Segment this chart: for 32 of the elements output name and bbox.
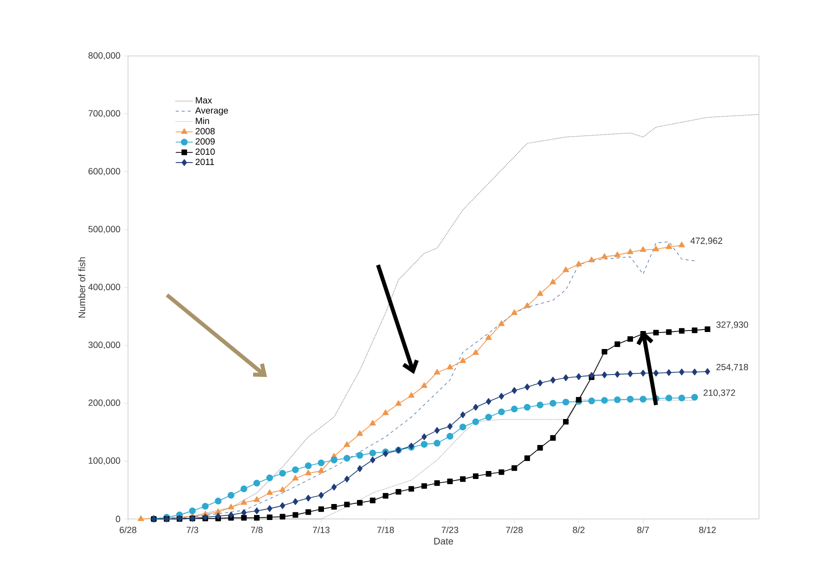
y-tick-label: 400,000 [88,284,120,292]
y-axis-title: Number of fish [78,257,86,318]
x-tick-label: 8/7 [637,526,649,534]
x-tick-label: 7/23 [442,526,458,534]
legend-label: Average [195,107,228,116]
legend-label: 2008 [196,128,215,134]
x-tick-label: 7/13 [312,526,330,534]
legend-label: 2009 [196,138,215,145]
y-tick-label: 0 [116,516,120,522]
x-axis-title: Date [434,538,454,545]
y-tick-label: 700,000 [88,110,120,118]
x-tick-label: 8/12 [699,526,716,534]
annotation: 254,718 [716,364,748,372]
x-tick-label: 7/3 [186,526,198,534]
x-tick-label: 8/2 [572,526,584,534]
legend-label: 2010 [196,148,215,155]
y-tick-label: 100,000 [88,457,120,465]
y-tick-label: 800,000 [88,52,120,60]
x-tick-label: 7/18 [377,526,394,534]
x-tick-label: 7/28 [506,526,523,534]
legend-label: Min [196,118,210,124]
x-tick-label: 7/8 [251,526,263,534]
legend-label: 2011 [196,158,214,166]
y-tick-label: 300,000 [88,342,120,350]
x-tick-label: 6/28 [120,526,136,534]
y-tick-label: 200,000 [88,400,120,407]
annotation: 327,930 [716,321,748,329]
annotation: 472,962 [690,238,722,245]
y-tick-label: 500,000 [88,226,120,234]
legend-label: Max [196,97,212,104]
y-tick-label: 600,000 [88,168,120,176]
annotation: 210,372 [704,390,736,397]
